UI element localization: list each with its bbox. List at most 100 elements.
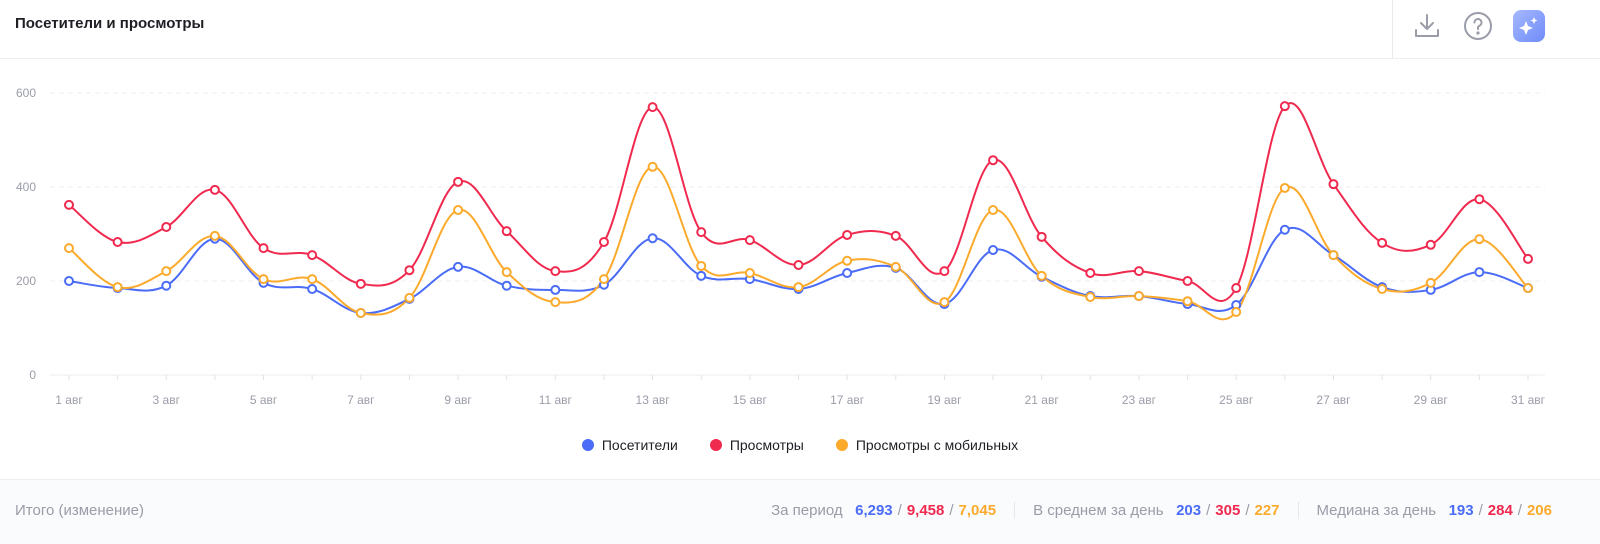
stat-visitors: 6,293 <box>855 502 893 519</box>
data-point-mobile-views <box>1377 283 1388 294</box>
summary-footer: Итого (изменение) За период 6,293/9,458/… <box>0 479 1600 544</box>
divider <box>1392 0 1393 58</box>
legend-item-views[interactable]: Просмотры <box>709 437 804 453</box>
data-point-views <box>1279 101 1290 112</box>
x-tick-label: 9 авг <box>444 393 472 407</box>
data-point-visitors <box>307 283 318 294</box>
data-point-views <box>696 227 707 238</box>
legend-item-visitors[interactable]: Посетители <box>581 437 678 453</box>
data-point-visitors <box>1279 224 1290 235</box>
x-tick-label: 7 авг <box>347 393 375 407</box>
y-tick-label: 200 <box>16 274 36 288</box>
data-point-mobile-views <box>939 297 950 308</box>
data-point-mobile-views <box>1231 307 1242 318</box>
ai-sparkle-icon[interactable] <box>1513 10 1545 42</box>
series-line-views <box>68 102 1529 302</box>
y-tick-label: 600 <box>16 86 36 100</box>
legend-label: Просмотры с мобильных <box>855 437 1019 453</box>
data-point-mobile-views <box>355 307 366 318</box>
x-tick-label: 11 авг <box>539 393 573 407</box>
download-icon[interactable] <box>1411 10 1443 42</box>
data-point-views <box>939 266 950 277</box>
stat-views: 284 <box>1487 502 1513 519</box>
chart-legend: Посетители Просмотры Просмотры с мобильн… <box>0 437 1600 453</box>
chart-header: Посетители и просмотры <box>0 0 1600 59</box>
data-point-visitors <box>696 270 707 281</box>
legend-item-mobile-views[interactable]: Просмотры с мобильных <box>835 437 1019 453</box>
stat-visitors: 203 <box>1176 502 1202 519</box>
x-tick-label: 3 авг <box>153 393 181 407</box>
data-point-mobile-views <box>404 292 415 303</box>
x-tick-label: 15 авг <box>733 393 768 407</box>
data-point-visitors <box>988 244 999 255</box>
data-point-mobile-views <box>842 255 853 266</box>
stat-mobile: 206 <box>1526 502 1552 519</box>
x-tick-label: 19 авг <box>927 393 962 407</box>
x-tick-label: 5 авг <box>250 393 278 407</box>
x-tick-label: 31 авг <box>1511 393 1546 407</box>
data-point-mobile-views <box>598 274 609 285</box>
data-point-mobile-views <box>1523 283 1533 294</box>
data-point-views <box>1133 266 1144 277</box>
data-point-mobile-views <box>453 205 464 216</box>
x-tick-label: 17 авг <box>830 393 865 407</box>
data-point-views <box>209 184 220 195</box>
data-point-views <box>890 230 901 241</box>
data-point-views <box>112 236 123 247</box>
data-point-mobile-views <box>890 261 901 272</box>
data-point-visitors <box>842 268 853 279</box>
stat-label: В среднем за день <box>1033 502 1164 519</box>
data-point-views <box>64 199 74 210</box>
y-tick-label: 0 <box>29 368 36 382</box>
y-tick-label: 400 <box>16 180 36 194</box>
separator: / <box>1478 502 1483 519</box>
stat-views: 9,458 <box>906 502 945 519</box>
separator: / <box>1245 502 1250 519</box>
legend-label: Просмотры <box>729 437 804 453</box>
summary-stats: За период 6,293/9,458/7,045 В среднем за… <box>753 502 1570 519</box>
line-chart: 0 200 400 600 1 авг 3 авг 5 авг 7 авг 9 авг 11 ав… <box>16 86 1546 407</box>
separator: / <box>897 502 902 519</box>
data-point-views <box>453 176 464 187</box>
data-point-mobile-views <box>696 260 707 271</box>
data-point-mobile-views <box>647 161 658 172</box>
page-title: Посетители и просмотры <box>15 15 205 32</box>
data-point-mobile-views <box>1425 277 1436 288</box>
data-point-mobile-views <box>64 243 74 254</box>
x-tick-label: 29 авг <box>1414 393 1449 407</box>
stat-views: 305 <box>1215 502 1241 519</box>
data-point-visitors <box>550 284 561 295</box>
data-point-visitors <box>1474 267 1485 278</box>
separator: / <box>1206 502 1211 519</box>
x-tick-label: 21 авг <box>1025 393 1060 407</box>
data-point-visitors <box>64 276 74 286</box>
stat-visitors: 193 <box>1448 502 1474 519</box>
legend-marker <box>835 439 848 451</box>
help-icon[interactable] <box>1462 10 1494 42</box>
data-point-mobile-views <box>209 230 220 241</box>
data-point-views <box>1231 283 1242 294</box>
data-point-mobile-views <box>161 266 172 277</box>
data-point-views <box>1036 231 1047 242</box>
legend-marker <box>581 439 594 451</box>
legend-marker <box>709 439 722 451</box>
data-point-mobile-views <box>988 205 999 216</box>
data-point-views <box>258 243 269 254</box>
data-point-views <box>1377 237 1388 248</box>
data-point-views <box>307 250 318 261</box>
data-point-views <box>793 260 804 271</box>
data-point-views <box>842 229 853 240</box>
data-point-views <box>744 235 755 246</box>
data-point-views <box>1328 179 1339 190</box>
stat-daily-average: В среднем за день 203/305/227 <box>1014 502 1297 519</box>
data-point-views <box>550 266 561 277</box>
x-tick-label: 27 авг <box>1316 393 1351 407</box>
data-point-visitors <box>161 280 172 291</box>
x-tick-label: 23 авг <box>1122 393 1157 407</box>
series-line-visitors <box>68 226 1529 315</box>
stat-daily-median: Медиана за день 193/284/206 <box>1297 502 1570 519</box>
stat-period: За период 6,293/9,458/7,045 <box>753 502 1014 519</box>
data-point-mobile-views <box>744 268 755 279</box>
data-point-mobile-views <box>1474 234 1485 245</box>
data-point-mobile-views <box>1085 291 1096 302</box>
